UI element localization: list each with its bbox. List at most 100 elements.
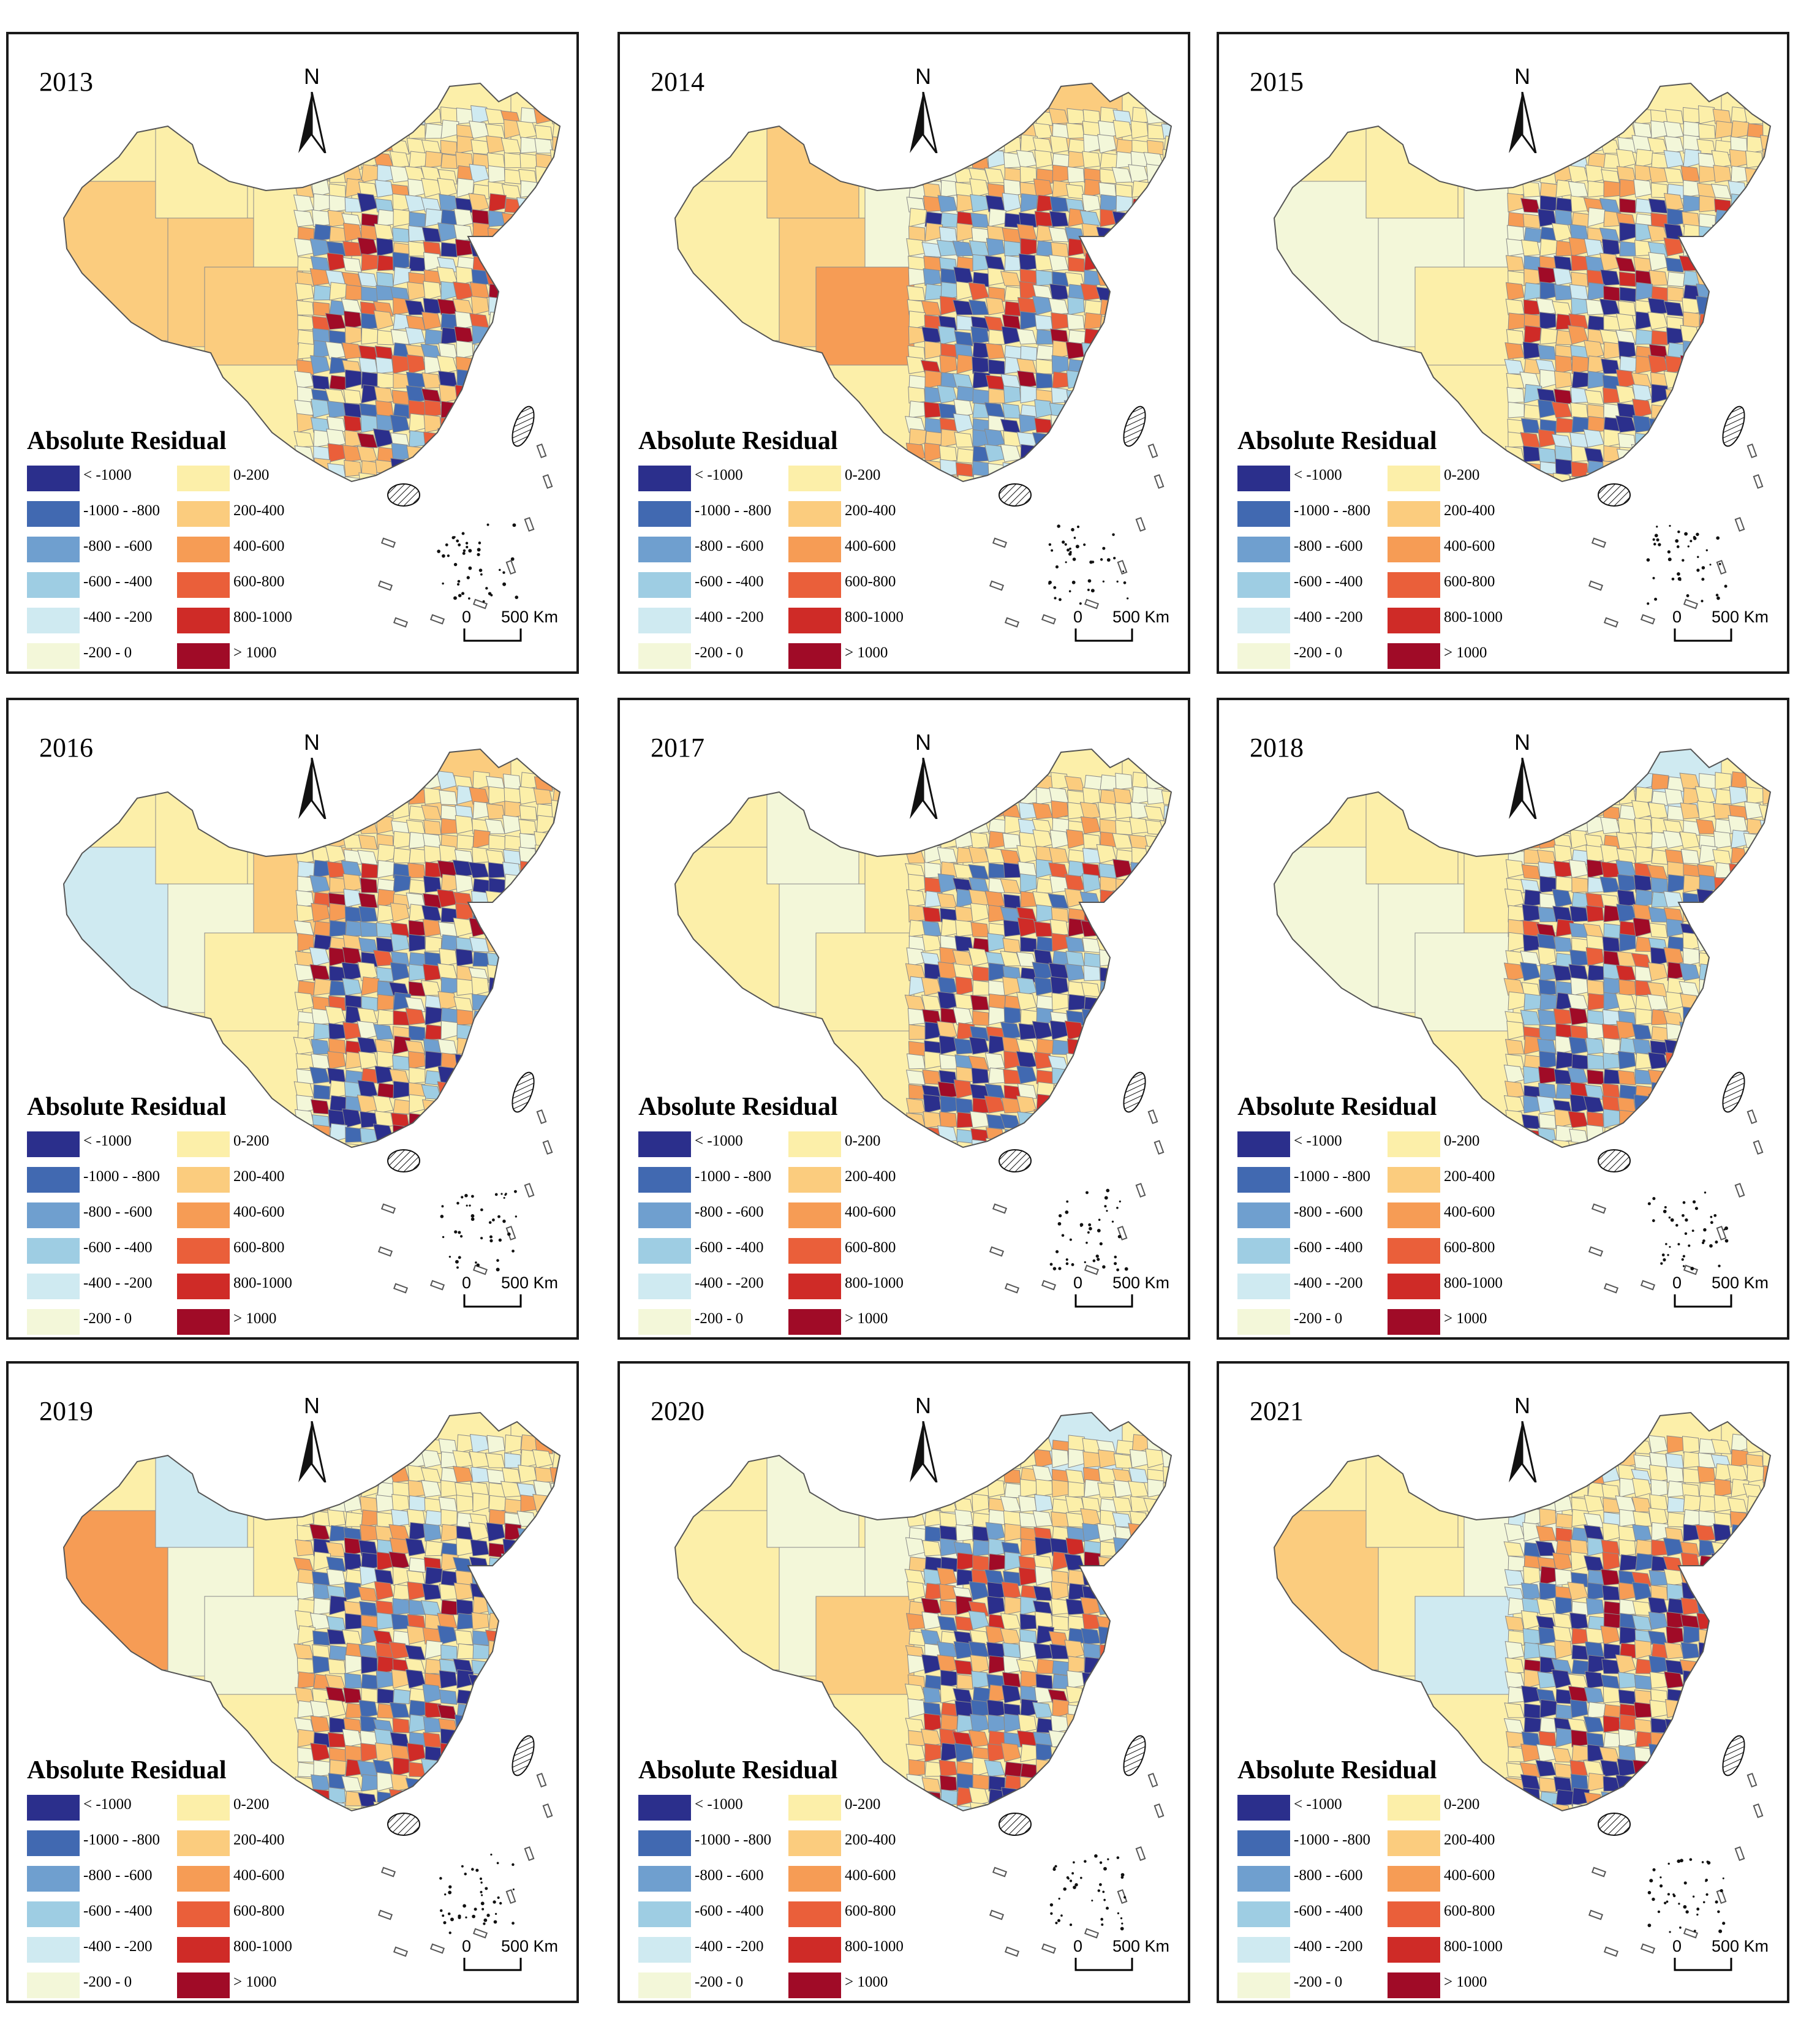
region xyxy=(987,1479,1005,1498)
region xyxy=(908,1759,926,1777)
island-dot xyxy=(1718,1929,1723,1933)
region xyxy=(534,1050,553,1070)
region xyxy=(358,1587,378,1602)
region xyxy=(1159,820,1171,836)
region xyxy=(968,1055,989,1071)
region xyxy=(343,139,362,155)
panel-year: 2018 xyxy=(1250,733,1304,763)
region xyxy=(1726,1111,1748,1128)
island-dot xyxy=(1666,1900,1669,1903)
region xyxy=(502,1467,521,1483)
region xyxy=(552,770,560,790)
island-dot xyxy=(1101,1923,1104,1926)
island-dot xyxy=(490,1853,493,1856)
region xyxy=(1163,342,1171,360)
island-dot xyxy=(1087,589,1090,591)
region xyxy=(922,154,942,170)
region xyxy=(972,134,991,154)
island-dot xyxy=(489,1235,493,1239)
region xyxy=(1745,1685,1764,1704)
region xyxy=(423,1716,442,1733)
legend: < -1000 -1000 - -800 -800 - -600 -600 - -40… xyxy=(638,1792,932,2001)
region xyxy=(390,962,410,981)
island-dot xyxy=(1682,1255,1685,1258)
region xyxy=(406,1625,426,1645)
region xyxy=(1635,1109,1653,1128)
region xyxy=(296,1658,314,1674)
region xyxy=(972,1555,989,1571)
region xyxy=(440,401,458,418)
island-dot xyxy=(1652,1197,1656,1201)
region xyxy=(503,251,521,271)
island-dot xyxy=(1123,1896,1127,1899)
region xyxy=(1505,833,1525,849)
boundary-dash xyxy=(377,580,393,591)
island-dot xyxy=(1718,562,1721,565)
legend-swatch xyxy=(1388,501,1440,527)
region xyxy=(342,978,362,996)
region xyxy=(1145,403,1165,419)
region xyxy=(1004,1761,1022,1777)
legend-item: 800-1000 xyxy=(1388,1271,1535,1299)
region xyxy=(1762,119,1770,139)
region xyxy=(1019,873,1037,893)
island-dot xyxy=(1701,600,1704,603)
island-dot xyxy=(1116,1206,1119,1209)
legend-label: -1000 - -800 xyxy=(695,1168,771,1185)
boundary-dash xyxy=(524,516,535,532)
legend-swatch xyxy=(638,1167,691,1193)
region xyxy=(1746,1746,1764,1762)
region xyxy=(440,1801,458,1811)
legend-label: < -1000 xyxy=(695,1133,743,1149)
region xyxy=(1162,848,1171,864)
island-dot xyxy=(465,1916,467,1919)
region xyxy=(1018,253,1037,271)
region xyxy=(329,375,348,391)
island-dot xyxy=(1691,1229,1694,1232)
region xyxy=(1163,1775,1171,1792)
region xyxy=(358,1051,378,1070)
region xyxy=(1746,902,1764,923)
legend-swatch xyxy=(1388,1830,1440,1856)
island-dot xyxy=(453,596,457,600)
region xyxy=(1084,431,1102,448)
region xyxy=(1162,1566,1171,1586)
island-dot xyxy=(1681,1258,1684,1261)
island-dot xyxy=(1122,570,1125,573)
island-dot xyxy=(1048,582,1051,585)
legend-item: -200 - 0 xyxy=(638,1970,785,1998)
island-dot xyxy=(1718,1264,1721,1267)
island-dot xyxy=(493,1900,496,1904)
legend-item: -800 - -600 xyxy=(27,1200,174,1228)
region xyxy=(1163,445,1171,462)
scale-zero: 0 xyxy=(462,608,472,626)
region xyxy=(517,951,537,968)
legend-swatch xyxy=(638,643,691,669)
region xyxy=(1113,311,1133,330)
region xyxy=(1712,1036,1732,1055)
region xyxy=(1555,124,1574,140)
island-dot xyxy=(458,1231,461,1234)
region xyxy=(549,1541,560,1557)
region xyxy=(1696,818,1716,834)
legend-item: -600 - -400 xyxy=(27,1899,174,1927)
legend-item: 600-800 xyxy=(1388,570,1535,598)
region xyxy=(472,417,491,433)
island-dot xyxy=(464,1872,467,1876)
region xyxy=(1569,949,1588,967)
island-dot xyxy=(1100,1917,1104,1921)
region xyxy=(310,355,330,374)
region xyxy=(921,1611,942,1630)
legend-swatch xyxy=(1388,1866,1440,1892)
region xyxy=(550,919,560,937)
region xyxy=(1667,776,1686,792)
legend-label: 800-1000 xyxy=(1444,1275,1503,1291)
region xyxy=(358,834,378,850)
region xyxy=(1587,105,1605,124)
region xyxy=(155,791,248,885)
region xyxy=(1004,1523,1021,1542)
region xyxy=(361,1143,380,1147)
island-dot xyxy=(482,600,485,603)
china-map xyxy=(62,748,561,1294)
legend-swatch xyxy=(177,1901,230,1927)
